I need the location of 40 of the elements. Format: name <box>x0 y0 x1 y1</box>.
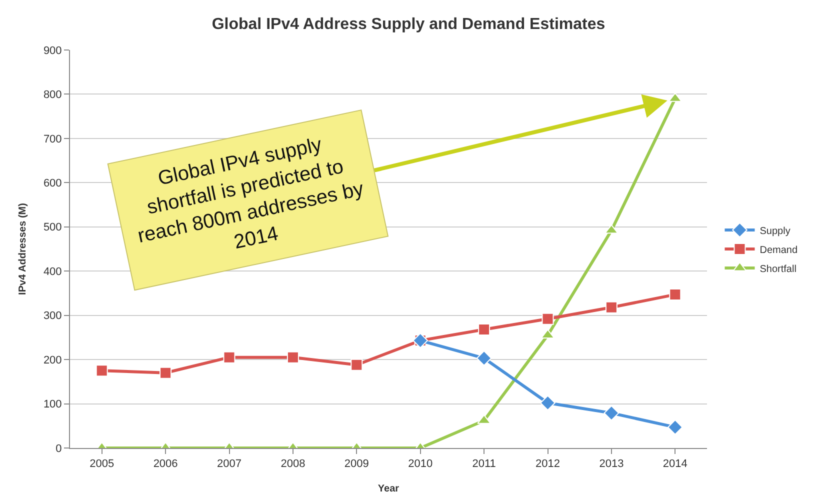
y-tick-label: 600 <box>43 178 62 190</box>
x-tick-label: 2008 <box>280 458 306 470</box>
x-tick-label: 2011 <box>472 458 496 470</box>
x-tick-label: 2013 <box>599 458 624 470</box>
legend-label: Demand <box>760 244 798 256</box>
y-tick-label: 300 <box>43 310 62 322</box>
point <box>668 420 683 435</box>
x-axis-title: Year <box>378 484 400 495</box>
point <box>286 351 299 364</box>
y-tick-label: 900 <box>43 44 62 57</box>
y-tick-label: 800 <box>43 89 62 102</box>
legend-label: Supply <box>760 226 790 237</box>
x-tick-label: 2010 <box>408 458 433 470</box>
y-tick-label: 0 <box>56 442 62 455</box>
point <box>476 350 492 366</box>
chart-title: Global IPv4 Address Supply and Demand Estimates <box>212 16 606 33</box>
point <box>350 358 363 371</box>
x-tick-label: 2007 <box>217 458 242 470</box>
point <box>223 351 236 364</box>
x-tick-label: 2006 <box>153 458 178 470</box>
point <box>604 224 618 234</box>
y-tick-label: 500 <box>43 222 62 234</box>
x-tick-label: 2005 <box>90 458 114 470</box>
x-tick-label: 2012 <box>536 458 560 470</box>
point <box>540 395 556 411</box>
point <box>96 364 108 377</box>
y-axis-title: IPv4 Addresses (M) <box>17 203 28 295</box>
point <box>605 301 618 314</box>
y-tick-label: 200 <box>43 354 62 366</box>
point <box>160 366 172 379</box>
y-tick-label: 400 <box>43 266 62 278</box>
point <box>542 312 554 325</box>
y-tick-label: 700 <box>43 133 62 146</box>
point <box>669 288 682 301</box>
y-tick-label: 100 <box>43 398 62 411</box>
legend-label: Shortfall <box>760 264 796 275</box>
point <box>478 323 490 336</box>
x-tick-label: 2009 <box>344 458 369 470</box>
x-tick-label: 2014 <box>662 458 688 470</box>
point <box>604 405 620 421</box>
